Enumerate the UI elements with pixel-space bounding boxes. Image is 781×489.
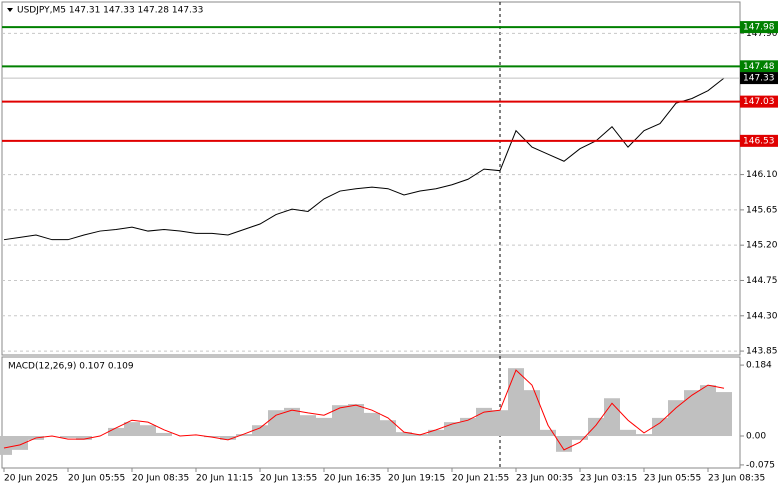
macd-bar: [76, 436, 92, 440]
x-tick-label: 20 Jun 21:55: [452, 474, 509, 484]
macd-bar: [316, 417, 332, 437]
macd-bar: [236, 434, 252, 437]
macd-bar: [700, 385, 716, 437]
y-tick-label: 145.65: [746, 205, 778, 215]
macd-bar: [684, 390, 700, 437]
y-tick-label: 147.90: [746, 29, 778, 39]
x-tick-label: 20 Jun 08:35: [132, 474, 189, 484]
macd-bar: [364, 412, 380, 437]
macd-bar: [348, 404, 364, 437]
last-price-label: 147.33: [743, 74, 775, 84]
y-tick-label: 145.20: [746, 241, 778, 251]
macd-bar: [156, 432, 172, 437]
macd-bar: [0, 436, 12, 455]
macd-bar: [380, 420, 396, 437]
x-tick-label: 23 Jun 03:15: [580, 474, 637, 484]
macd-title: MACD(12,26,9) 0.107 0.109: [8, 362, 134, 372]
y-tick-label: 0.00: [746, 432, 766, 442]
x-tick-label: 23 Jun 08:35: [708, 474, 765, 484]
level-label-box: [740, 134, 778, 147]
x-tick-label: 20 Jun 16:35: [324, 474, 381, 484]
macd-bar: [140, 425, 156, 437]
price-line: [3, 77, 725, 241]
level-label: 146.53: [743, 136, 775, 146]
macd-bar: [396, 432, 412, 437]
x-tick-label: 20 Jun 11:15: [196, 474, 253, 484]
macd-bar: [332, 405, 348, 437]
macd-bar: [252, 425, 268, 437]
macd-bar: [668, 400, 684, 437]
x-tick-label: 20 Jun 05:55: [68, 474, 125, 484]
x-tick-label: 20 Jun 13:55: [260, 474, 317, 484]
y-tick-label: 143.85: [746, 347, 778, 357]
macd-bar: [124, 422, 140, 437]
macd-bar: [204, 436, 220, 438]
macd-bar: [268, 410, 284, 437]
last-price-box: [740, 72, 778, 85]
y-tick-label: 146.10: [746, 170, 778, 180]
y-tick-label: 144.75: [746, 276, 778, 286]
macd-bar: [524, 390, 540, 437]
x-tick-label: 20 Jun 19:15: [388, 474, 445, 484]
macd-bar: [476, 407, 492, 437]
macd-bar: [508, 368, 524, 437]
x-tick-label: 23 Jun 05:55: [644, 474, 701, 484]
level-label: 147.03: [743, 97, 775, 107]
x-tick-label: 23 Jun 00:35: [516, 474, 573, 484]
level-label: 147.98: [743, 23, 775, 33]
price-frame: [1, 1, 741, 356]
level-label: 147.48: [743, 62, 775, 72]
level-label-box: [740, 95, 778, 108]
y-tick-label: -0.075: [746, 460, 775, 470]
macd-bar: [716, 392, 732, 437]
macd-bar: [636, 434, 652, 437]
macd-bar: [12, 436, 28, 450]
y-tick-label: 0.184: [746, 361, 772, 371]
macd-frame: [1, 356, 741, 469]
menu-arrow: [7, 8, 13, 12]
macd-bar: [460, 417, 476, 437]
macd-bar: [572, 436, 588, 440]
macd-bar: [108, 427, 124, 437]
macd-bar: [588, 417, 604, 437]
macd-bar: [620, 429, 636, 437]
macd-bar: [60, 436, 76, 438]
macd-bar: [540, 429, 556, 437]
x-tick-label: 20 Jun 2025: [4, 474, 58, 484]
y-tick-label: 144.30: [746, 311, 778, 321]
macd-bar: [300, 415, 316, 437]
signal-line: [3, 369, 725, 451]
level-label-box: [740, 21, 778, 34]
level-label-box: [740, 60, 778, 73]
macd-bar: [492, 410, 508, 437]
macd-bar: [428, 429, 444, 437]
chart-title: USDJPY,M5 147.31 147.33 147.28 147.33: [17, 6, 203, 16]
macd-bar: [652, 417, 668, 437]
macd-bar: [284, 407, 300, 437]
macd-bar: [220, 436, 236, 440]
